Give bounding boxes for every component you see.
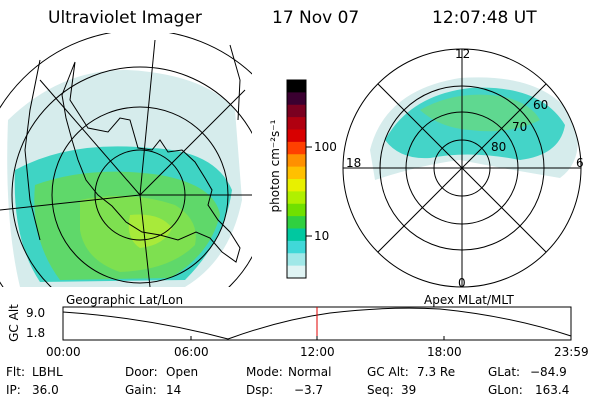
- meridian-lines: [0, 39, 252, 287]
- gain-label: Gain:: [125, 383, 157, 397]
- gc-alt-value: 7.3 Re: [417, 365, 456, 379]
- colorbar-band: [287, 104, 306, 118]
- mlat-label-60: 60: [533, 98, 549, 112]
- timeline-xtick-2359: 23:59: [554, 345, 589, 359]
- colorbar-band: [287, 141, 306, 155]
- colorbar-band: [287, 216, 306, 229]
- geographic-map: [0, 33, 252, 287]
- seq-label: Seq:: [367, 383, 394, 397]
- timeline-axis-label: GC Alt: [7, 304, 21, 342]
- colorbar-band: [287, 92, 306, 106]
- polar-map: [342, 48, 582, 288]
- timeline-xtick-1200: 12:00: [300, 345, 335, 359]
- mlat-label-80: 80: [491, 140, 507, 154]
- dsp-label: Dsp:: [246, 383, 274, 397]
- colorbar-band: [287, 265, 306, 279]
- glon-label: GLon:: [488, 383, 523, 397]
- instrument-title: Ultraviolet Imager: [48, 8, 202, 28]
- colorbar-band: [287, 80, 306, 93]
- time-label: 12:07:48 UT: [432, 8, 537, 28]
- timeline-panel: [62, 306, 572, 341]
- ip-label: IP:: [6, 383, 21, 397]
- colorbar-ticks: [306, 146, 312, 237]
- door-value: Open: [166, 365, 199, 379]
- gain-value: 14: [166, 383, 182, 397]
- door-label: Door:: [125, 365, 158, 379]
- mlt-label-left: 18: [346, 156, 362, 170]
- gc-alt-label: GC Alt:: [367, 365, 409, 379]
- colorbar-band: [287, 129, 306, 143]
- colorbar-band: [287, 228, 306, 242]
- mode-label: Mode:: [246, 365, 283, 379]
- colorbar-band: [287, 253, 306, 267]
- colorbar-tick-100: 100: [314, 140, 337, 154]
- colorbar-band: [287, 154, 306, 168]
- colorbar-band: [287, 179, 306, 192]
- date-label: 17 Nov 07: [272, 8, 360, 28]
- glat-label: GLat:: [488, 365, 521, 379]
- left-map-caption: Geographic Lat/Lon: [66, 293, 184, 307]
- mlat-label-70: 70: [512, 120, 528, 134]
- ip-value: 36.0: [32, 383, 59, 397]
- colorbar-band: [287, 166, 306, 180]
- colorbar-outline: [286, 79, 307, 279]
- coastline: [61, 61, 241, 263]
- seq-value: 39: [401, 383, 417, 397]
- mlt-label-right: 6: [576, 156, 584, 170]
- dsp-value: −3.7: [294, 383, 324, 397]
- timeline-ytick-bottom: 1.8: [26, 326, 46, 340]
- colorbar-tick-10: 10: [314, 229, 330, 243]
- glat-value: −84.9: [530, 365, 567, 379]
- colorbar: [286, 79, 307, 279]
- colorbar-band: [287, 117, 306, 130]
- mode-value: Normal: [288, 365, 332, 379]
- timeline-xtick-1800: 18:00: [427, 345, 462, 359]
- timeline-ytick-top: 9.0: [26, 306, 46, 320]
- colorbar-band: [287, 240, 306, 254]
- colorbar-band: [287, 203, 306, 217]
- filter-label: Flt:: [6, 365, 25, 379]
- left-emission-image: [7, 70, 243, 287]
- timeline-xtick-0600: 06:00: [174, 345, 209, 359]
- glon-value: 163.4: [535, 383, 570, 397]
- colorbar-band: [287, 191, 306, 205]
- mlt-label-bottom: 0: [458, 276, 466, 290]
- mlt-label-top: 12: [455, 47, 471, 61]
- colorbar-unit-label: photon cm⁻²s⁻¹: [268, 119, 282, 213]
- filter-value: LBHL: [32, 365, 63, 379]
- right-emission-image: [370, 77, 578, 180]
- gc-altitude-curve: [62, 307, 572, 340]
- right-map-caption: Apex MLat/MLT: [424, 293, 514, 307]
- timeline-xtick-0000: 00:00: [46, 345, 81, 359]
